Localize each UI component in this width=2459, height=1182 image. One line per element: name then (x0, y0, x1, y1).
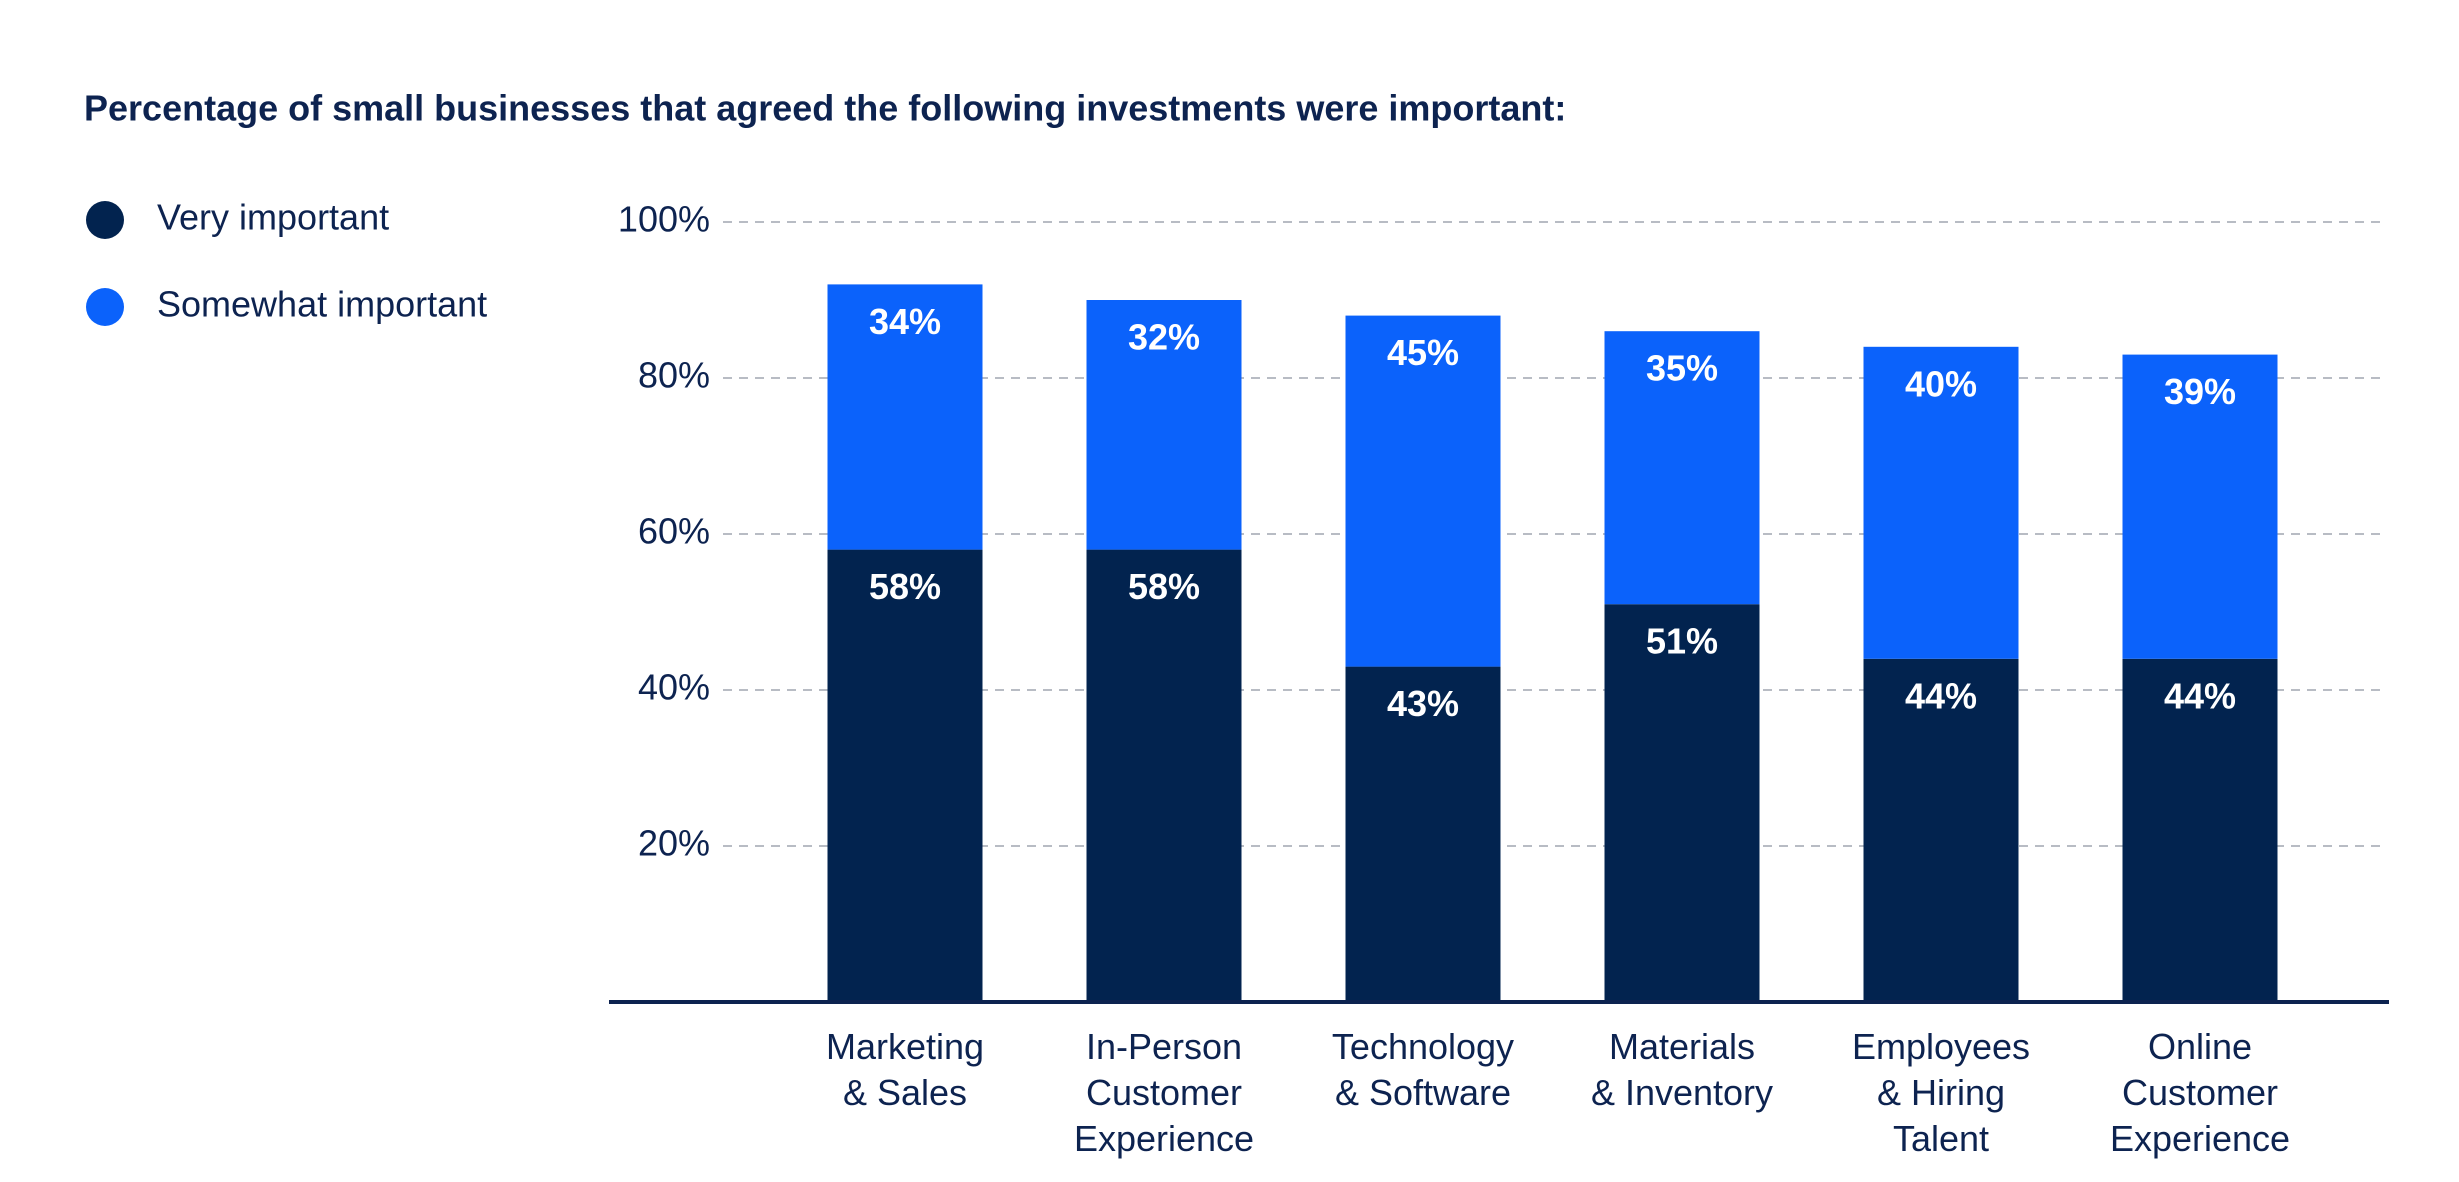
chart-title: Percentage of small businesses that agre… (84, 88, 1566, 129)
value-label: 44% (1905, 675, 1977, 716)
legend-label: Somewhat important (157, 284, 487, 325)
value-label: 34% (869, 301, 941, 342)
bar-segment (1086, 300, 1242, 550)
value-label: 39% (2164, 371, 2236, 412)
value-label: 40% (1905, 363, 1977, 404)
bar-segment (1086, 549, 1242, 1002)
legend-label: Very important (157, 197, 389, 238)
y-tick-label: 80% (638, 355, 710, 396)
value-label: 45% (1387, 332, 1459, 373)
value-label: 32% (1128, 317, 1200, 358)
value-label: 58% (869, 566, 941, 607)
y-tick-label: 60% (638, 511, 710, 552)
x-tick-label: Materials & Inventory (1591, 1026, 1773, 1113)
y-tick-label: 40% (638, 667, 710, 708)
bar-segment (1345, 315, 1501, 667)
bar-segment (2122, 354, 2278, 659)
x-tick-label: In-Person Customer Experience (1074, 1026, 1254, 1159)
value-label: 35% (1646, 348, 1718, 389)
x-tick-label: Online Customer Experience (2110, 1026, 2290, 1159)
x-tick-label: Technology & Software (1332, 1026, 1514, 1113)
legend-marker (86, 288, 124, 326)
bar-segment (1604, 604, 1760, 1002)
x-tick-label: Employees & Hiring Talent (1852, 1026, 2030, 1159)
value-label: 51% (1646, 621, 1718, 662)
bar-segment (2122, 658, 2278, 1002)
bar-segment (1604, 331, 1760, 605)
y-tick-label: 100% (618, 199, 710, 240)
value-label: 58% (1128, 566, 1200, 607)
bar-segment (827, 549, 983, 1002)
x-tick-label: Marketing & Sales (826, 1026, 984, 1113)
bar-segment (1345, 666, 1501, 1002)
bar-segment (827, 284, 983, 550)
value-label: 43% (1387, 683, 1459, 724)
legend-marker (86, 201, 124, 239)
bar-segment (1863, 346, 2019, 659)
bar-segment (1863, 658, 2019, 1002)
y-tick-label: 20% (638, 823, 710, 864)
value-label: 44% (2164, 675, 2236, 716)
